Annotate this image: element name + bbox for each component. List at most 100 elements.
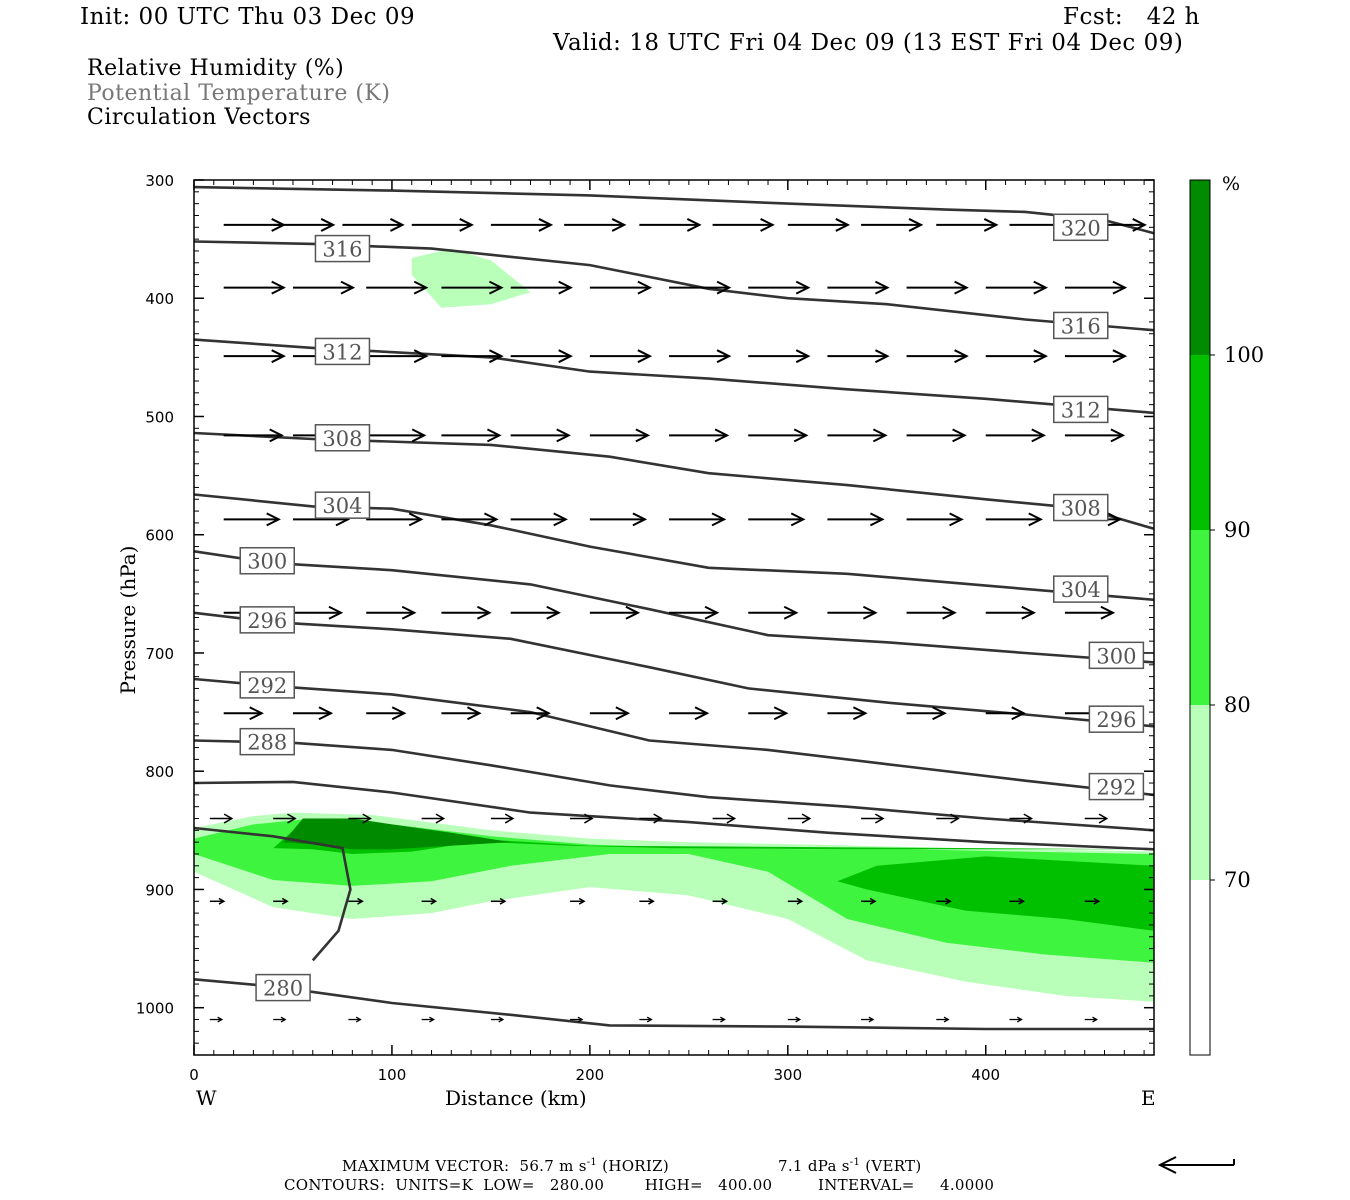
- circulation-vector: [441, 706, 482, 721]
- x-axis-label: Distance (km): [445, 1086, 587, 1110]
- circulation-vector: [985, 280, 1048, 295]
- circulation-vector: [490, 218, 554, 232]
- circulation-vector: [985, 428, 1046, 443]
- svg-text:320: 320: [1061, 216, 1101, 240]
- circulation-vector: [1064, 605, 1116, 620]
- colorbar-segment: [1190, 880, 1210, 1055]
- circulation-vector: [827, 512, 885, 527]
- circulation-vector: [223, 512, 281, 527]
- circulation-vector: [1084, 813, 1109, 824]
- circulation-vector: [861, 1016, 875, 1023]
- theta-label-288: 288: [239, 727, 295, 756]
- circulation-vector: [669, 512, 727, 527]
- circulation-vector: [273, 813, 297, 824]
- circulation-vector: [209, 1016, 224, 1023]
- axes-layer: 300 400 500 600 700 800 900 1000 0 100 200 300 400: [136, 172, 1154, 1084]
- colorbar-segment: [1190, 180, 1210, 355]
- circulation-vector: [589, 280, 653, 295]
- circulation-vector: [510, 512, 568, 527]
- colorbar-label: 100: [1224, 343, 1264, 367]
- circulation-vector: [490, 897, 507, 905]
- circulation-vector: [827, 605, 878, 620]
- theta-label-296: 296: [1088, 705, 1145, 733]
- theta-contour-296-6: [193, 611, 1155, 728]
- theta-contour-280-11: [193, 826, 352, 962]
- theta-label-296: 296: [239, 606, 295, 634]
- circulation-vector: [906, 512, 964, 527]
- y-tick-label: 900: [145, 881, 174, 899]
- theta-label-300: 300: [239, 546, 295, 575]
- horiz-unit: (HORIZ): [602, 1157, 669, 1175]
- circulation-vector: [748, 512, 806, 527]
- svg-text:300: 300: [247, 550, 287, 574]
- circulation-vector: [936, 897, 952, 905]
- circulation-vector: [366, 349, 429, 364]
- circulation-vector: [906, 706, 947, 721]
- circulation-vector: [827, 428, 888, 443]
- circulation-vector: [510, 428, 571, 443]
- circulation-vector: [366, 605, 417, 620]
- colorbar-unit: %: [1222, 173, 1240, 195]
- x-tick-label: 0: [189, 1066, 199, 1084]
- circulation-vector: [712, 813, 737, 824]
- circulation-vector: [985, 706, 1026, 721]
- circulation-vector: [366, 280, 429, 295]
- circulation-vector: [273, 218, 336, 232]
- circulation-vector: [787, 813, 812, 824]
- field-title-vectors: Circulation Vectors: [87, 105, 311, 130]
- max-vert-text: 7.1 dPa s-1 (VERT): [778, 1157, 922, 1175]
- circulation-vector: [411, 218, 474, 232]
- circulation-vector: [273, 1016, 287, 1023]
- horiz-exponent: -1: [586, 1157, 598, 1168]
- circulation-vector: [441, 280, 504, 295]
- theta-contour-288-8: [193, 739, 1155, 832]
- circulation-vector: [292, 706, 334, 721]
- circulation-vector: [366, 428, 427, 443]
- circulation-vector: [273, 897, 289, 905]
- circulation-vector: [1009, 1016, 1023, 1023]
- colorbar-segment: [1190, 705, 1210, 880]
- y-tick-label: 700: [145, 645, 174, 663]
- circulation-vector: [441, 605, 492, 620]
- circulation-vector: [985, 512, 1043, 527]
- circulation-vector: [669, 428, 730, 443]
- svg-text:296: 296: [1096, 708, 1136, 732]
- circulation-vector: [570, 897, 586, 905]
- rh-region-90-3: [273, 818, 1154, 931]
- circulation-vector: [1064, 280, 1128, 295]
- circulation-vector: [510, 605, 561, 620]
- circulation-vector: [861, 813, 885, 824]
- theta-label-308: 308: [1053, 493, 1109, 522]
- rh-fill-layer: [194, 248, 1154, 1002]
- y-tick-label: 500: [145, 408, 174, 426]
- theta-label-280: 280: [255, 973, 311, 1002]
- y-tick-label: 600: [145, 527, 174, 545]
- theta-label-292: 292: [239, 671, 295, 699]
- circulation-vector: [223, 280, 286, 295]
- svg-text:308: 308: [1061, 497, 1101, 521]
- circulation-vector: [1064, 349, 1128, 364]
- circulation-vector: [441, 428, 502, 443]
- y-tick-label: 1000: [136, 1000, 174, 1018]
- circulation-vector: [906, 605, 957, 620]
- circulation-vector: [564, 218, 627, 232]
- circulation-vector: [985, 605, 1036, 620]
- circulation-vector: [827, 706, 868, 721]
- svg-text:300: 300: [1096, 644, 1136, 668]
- circulation-vector: [348, 897, 364, 905]
- x-tick-label: 300: [773, 1066, 802, 1084]
- circulation-vector: [787, 897, 804, 905]
- theta-contour-292-7: [193, 677, 1155, 797]
- circulation-vector: [787, 1016, 802, 1023]
- circulation-vector: [510, 706, 551, 721]
- svg-text:292: 292: [247, 674, 287, 698]
- rh-region-100-4: [283, 818, 511, 850]
- circulation-vector: [441, 349, 504, 364]
- circulation-vector: [209, 813, 234, 824]
- theta-label-316: 316: [314, 234, 371, 263]
- colorbar-label: 90: [1224, 518, 1251, 542]
- circulation-vector: [639, 218, 702, 232]
- circulation-vector: [906, 280, 969, 295]
- circulation-vector: [348, 1016, 362, 1023]
- circulation-vector: [223, 349, 286, 364]
